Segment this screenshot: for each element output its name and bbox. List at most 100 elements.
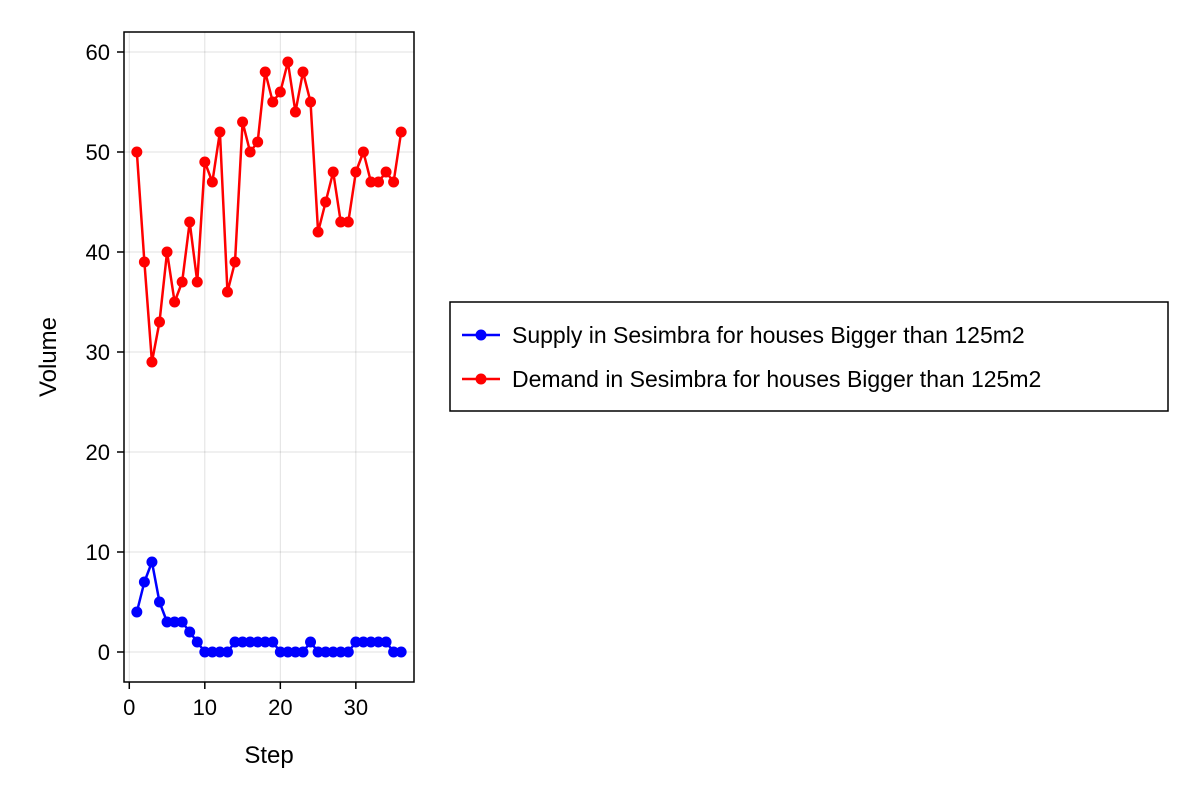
- data-point: [252, 636, 264, 648]
- data-point: [312, 226, 324, 238]
- data-point: [357, 636, 369, 648]
- x-tick-label: 20: [268, 695, 292, 720]
- data-point: [274, 646, 286, 658]
- data-point: [237, 636, 249, 648]
- data-point: [350, 166, 362, 178]
- data-point: [206, 646, 218, 658]
- data-point: [214, 126, 226, 138]
- data-point: [289, 106, 301, 118]
- data-point: [138, 576, 150, 588]
- y-tick-label: 50: [86, 140, 110, 165]
- data-point: [380, 636, 392, 648]
- series-0: [131, 556, 407, 658]
- data-point: [342, 216, 354, 228]
- data-point: [274, 86, 286, 98]
- data-point: [395, 126, 407, 138]
- legend-label-supply: Supply in Sesimbra for houses Bigger tha…: [512, 322, 1025, 348]
- data-point: [282, 56, 294, 68]
- plot-area: [123, 31, 415, 683]
- data-point: [357, 146, 369, 158]
- data-point: [176, 616, 188, 628]
- data-point: [380, 166, 392, 178]
- series-1: [131, 56, 407, 368]
- y-tick-label: 40: [86, 240, 110, 265]
- axis-ticks: 0 10 20 30 0 10 20 30 40 50 60: [86, 40, 369, 720]
- data-point: [169, 616, 181, 628]
- data-point: [327, 166, 339, 178]
- data-point: [335, 216, 347, 228]
- data-point: [199, 646, 211, 658]
- data-point: [388, 646, 400, 658]
- grid-lines: [124, 32, 414, 682]
- legend-label-demand: Demand in Sesimbra for houses Bigger tha…: [512, 366, 1041, 392]
- data-point: [373, 636, 385, 648]
- y-tick-label: 60: [86, 40, 110, 65]
- x-tick-label: 0: [123, 695, 135, 720]
- data-point: [221, 646, 233, 658]
- legend-entry-supply: Supply in Sesimbra for houses Bigger tha…: [462, 322, 1025, 348]
- data-point: [259, 636, 271, 648]
- data-point: [365, 176, 377, 188]
- data-point: [191, 636, 203, 648]
- data-point: [395, 646, 407, 658]
- data-point: [282, 646, 294, 658]
- data-point: [184, 626, 196, 638]
- data-point: [350, 636, 362, 648]
- y-tick-label: 30: [86, 340, 110, 365]
- data-point: [312, 646, 324, 658]
- legend-swatch-marker-demand: [475, 373, 487, 385]
- data-point: [373, 176, 385, 188]
- data-point: [297, 66, 309, 78]
- data-point: [320, 196, 332, 208]
- data-point: [267, 636, 279, 648]
- data-point: [320, 646, 332, 658]
- data-point: [388, 176, 400, 188]
- y-tick-label: 0: [98, 640, 110, 665]
- data-point: [327, 646, 339, 658]
- data-point: [214, 646, 226, 658]
- data-point: [146, 556, 158, 568]
- data-point: [229, 256, 241, 268]
- data-point: [229, 636, 241, 648]
- data-point: [169, 296, 181, 308]
- data-point: [267, 96, 279, 108]
- data-point: [237, 116, 249, 128]
- y-tick-label: 20: [86, 440, 110, 465]
- data-point: [342, 646, 354, 658]
- data-point: [259, 66, 271, 78]
- data-point: [176, 276, 188, 288]
- x-tick-label: 10: [193, 695, 217, 720]
- y-tick-label: 10: [86, 540, 110, 565]
- legend-entry-demand: Demand in Sesimbra for houses Bigger tha…: [462, 366, 1041, 392]
- data-point: [184, 216, 196, 228]
- legend-swatch-marker-supply: [475, 329, 487, 341]
- data-point: [146, 356, 158, 368]
- data-point: [199, 156, 211, 168]
- data-point: [131, 606, 143, 618]
- legend: Supply in Sesimbra for houses Bigger tha…: [449, 301, 1169, 412]
- data-point: [138, 256, 150, 268]
- data-point: [161, 246, 173, 258]
- data-point: [131, 146, 143, 158]
- data-point: [365, 636, 377, 648]
- data-point: [335, 646, 347, 658]
- series-line: [135, 60, 403, 364]
- data-point: [289, 646, 301, 658]
- data-point: [252, 136, 264, 148]
- series-layer: [131, 56, 407, 658]
- data-point: [244, 146, 256, 158]
- y-axis-title: Volume: [35, 317, 62, 397]
- data-point: [221, 286, 233, 298]
- data-point: [244, 636, 256, 648]
- x-tick-label: 30: [344, 695, 368, 720]
- x-axis-title: Step: [244, 742, 293, 769]
- data-point: [297, 646, 309, 658]
- data-point: [305, 96, 317, 108]
- data-point: [161, 616, 173, 628]
- legend-box: [449, 301, 1169, 412]
- data-point: [305, 636, 317, 648]
- data-point: [153, 316, 165, 328]
- data-point: [191, 276, 203, 288]
- data-point: [206, 176, 218, 188]
